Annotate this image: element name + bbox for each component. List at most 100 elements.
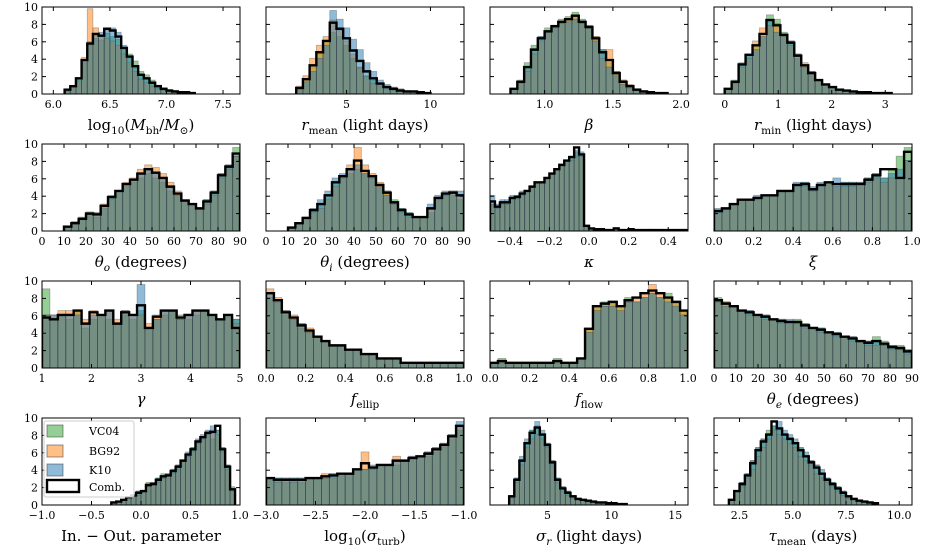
bar-k10: [624, 301, 633, 368]
bar-k10: [895, 349, 905, 368]
bar-k10: [600, 305, 610, 368]
series-k10: [724, 18, 893, 94]
bar-k10: [431, 447, 441, 505]
bar-k10: [204, 429, 211, 505]
x-tick-label: 0.2: [297, 372, 315, 385]
bar-k10: [360, 173, 370, 231]
x-tick-label: 1: [39, 372, 46, 385]
x-tick-label: 0.2: [745, 235, 763, 248]
x-tick-label: 0: [711, 372, 718, 385]
x-tick-label: 60: [391, 235, 405, 248]
bar-k10: [514, 194, 521, 231]
bar-k10: [416, 455, 425, 505]
bar-k10: [129, 179, 138, 231]
bar-k10: [563, 160, 570, 231]
axes-frame: [265, 143, 465, 232]
series-k10: [714, 301, 912, 368]
bar-k10: [824, 181, 834, 231]
bar-k10: [289, 318, 299, 368]
bar-k10: [180, 201, 190, 231]
x-axis-label: γ: [137, 390, 146, 408]
bar-k10: [539, 181, 545, 231]
bar-k10: [199, 310, 209, 368]
x-axis-label: In. − Out. parameter: [61, 527, 222, 545]
axes-frame: [713, 280, 913, 369]
x-axis-label: rmean (light days): [301, 116, 428, 137]
bar-k10: [840, 181, 850, 231]
x-tick-label: 6.0: [45, 98, 63, 111]
bar-k10: [872, 340, 881, 368]
series-comb-step: [286, 159, 464, 231]
x-tick-label: 0.8: [864, 235, 882, 248]
bar-k10: [382, 194, 392, 231]
x-tick-label: 0: [39, 235, 46, 248]
bar-k10: [192, 310, 201, 368]
y-tick-label: 0: [31, 362, 38, 375]
bar-k10: [879, 177, 889, 231]
x-tick-label: 20: [751, 372, 765, 385]
bar-k10: [551, 24, 559, 94]
x-tick-label: 0: [721, 98, 728, 111]
bar-k10: [49, 314, 59, 368]
bar-k10: [640, 297, 649, 368]
x-tick-label: 5: [544, 509, 551, 522]
legend-label-vc04: VC04: [88, 425, 119, 438]
bar-k10: [737, 310, 747, 368]
plot-area: [42, 284, 240, 368]
bar-k10: [305, 477, 314, 505]
x-tick-label: 60: [167, 235, 181, 248]
x-tick-label: 30: [101, 235, 115, 248]
x-tick-label: 4: [187, 372, 194, 385]
bar-k10: [573, 149, 580, 231]
bar-k10: [549, 173, 555, 231]
y-tick-label: 2: [31, 482, 38, 495]
x-axis-label: κ: [583, 253, 594, 271]
plot-area: [295, 10, 432, 94]
legend-box: [43, 420, 135, 498]
bar-k10: [787, 434, 794, 505]
series-comb-step: [266, 291, 464, 368]
bar-k10: [209, 425, 216, 505]
y-tick-label: 2: [31, 71, 38, 84]
series-comb-step: [714, 298, 912, 368]
plot-area: [727, 420, 880, 505]
y-tick-label: 10: [24, 412, 38, 425]
series-comb-step: [490, 146, 688, 231]
panel-4-rmin-light-days: 0 1 2 3 rmin (light days): [713, 6, 913, 137]
x-tick-label: 80: [883, 372, 897, 385]
plot-area: [509, 11, 669, 94]
bar-k10: [544, 177, 550, 231]
bar-k10: [128, 314, 138, 368]
bar-k10: [289, 477, 299, 505]
y-tick-label: 10: [24, 1, 38, 14]
bar-k10: [776, 318, 786, 368]
series-k10: [714, 160, 912, 231]
bar-k10: [771, 425, 778, 505]
x-tick-label: −0.5: [78, 509, 105, 522]
y-tick-label: 2: [31, 208, 38, 221]
series-k10: [42, 284, 240, 368]
x-tick-label: 40: [795, 372, 809, 385]
bar-k10: [360, 468, 370, 505]
bar-k10: [784, 318, 794, 368]
bar-k10: [144, 168, 153, 231]
bar-k10: [376, 464, 386, 505]
bar-k10: [207, 314, 217, 368]
bar-k10: [761, 194, 770, 231]
plot-area: [490, 146, 688, 231]
bar-k10: [344, 473, 354, 505]
bar-k10: [808, 186, 818, 231]
bar-k10: [297, 477, 306, 505]
x-tick-label: 0.6: [376, 372, 394, 385]
plot-area: [286, 147, 464, 231]
bar-k10: [328, 473, 338, 505]
bar-k10: [400, 460, 409, 505]
bar-k10: [494, 203, 501, 231]
bar-k10: [745, 199, 754, 231]
y-tick-label: 6: [31, 447, 38, 460]
bar-k10: [175, 464, 181, 505]
series-k10: [110, 425, 236, 505]
x-tick-label: 40: [123, 235, 137, 248]
bar-k10: [376, 358, 386, 368]
